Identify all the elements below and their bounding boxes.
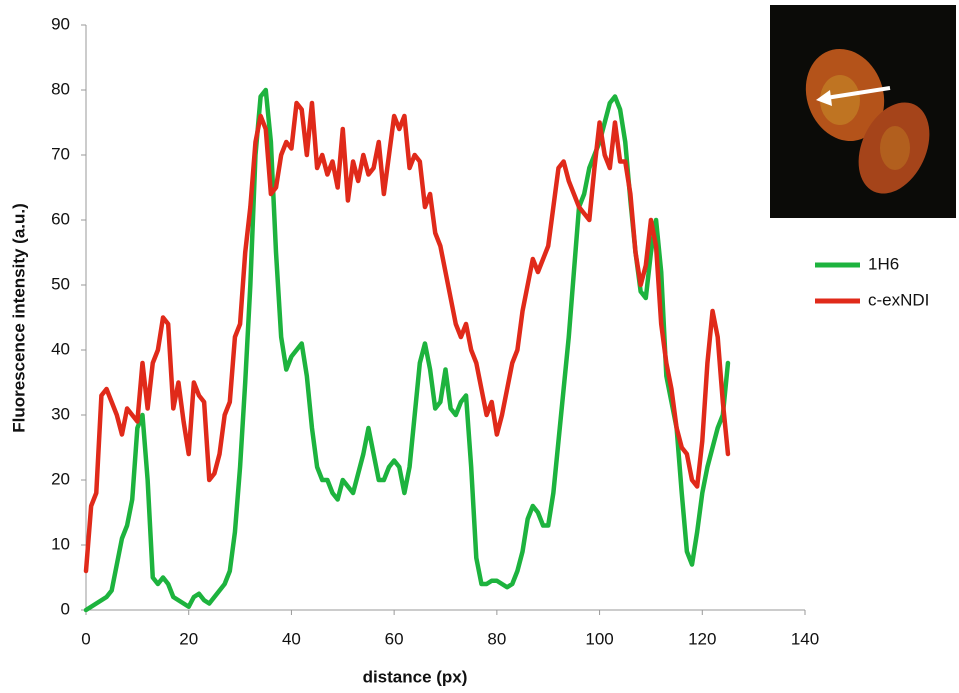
x-tick-label: 60 <box>385 629 404 648</box>
y-tick-label: 60 <box>51 209 70 228</box>
chart: distance (px) Fluorescence intensity (a.… <box>0 0 959 688</box>
y-tick-label: 90 <box>51 14 70 33</box>
legend-label: 1H6 <box>868 254 899 273</box>
y-axis-title: Fluorescence intensity (a.u.) <box>9 203 28 433</box>
y-tick-label: 70 <box>51 144 70 163</box>
series-line <box>86 90 728 610</box>
x-tick-label: 140 <box>791 629 819 648</box>
series-line <box>86 103 728 571</box>
x-tick-label: 80 <box>487 629 506 648</box>
y-tick-label: 30 <box>51 404 70 423</box>
x-axis-title: distance (px) <box>363 667 468 686</box>
x-tick-label: 0 <box>81 629 90 648</box>
y-tick-label: 0 <box>61 599 70 618</box>
x-tick-label: 40 <box>282 629 301 648</box>
y-tick-label: 20 <box>51 469 70 488</box>
y-tick-label: 10 <box>51 534 70 553</box>
x-tick-label: 100 <box>585 629 613 648</box>
x-tick-label: 20 <box>179 629 198 648</box>
y-tick-label: 80 <box>51 79 70 98</box>
y-tick-label: 40 <box>51 339 70 358</box>
y-tick-label: 50 <box>51 274 70 293</box>
inset-image <box>770 5 956 218</box>
legend-label: c-exNDI <box>868 290 929 309</box>
x-tick-label: 120 <box>688 629 716 648</box>
